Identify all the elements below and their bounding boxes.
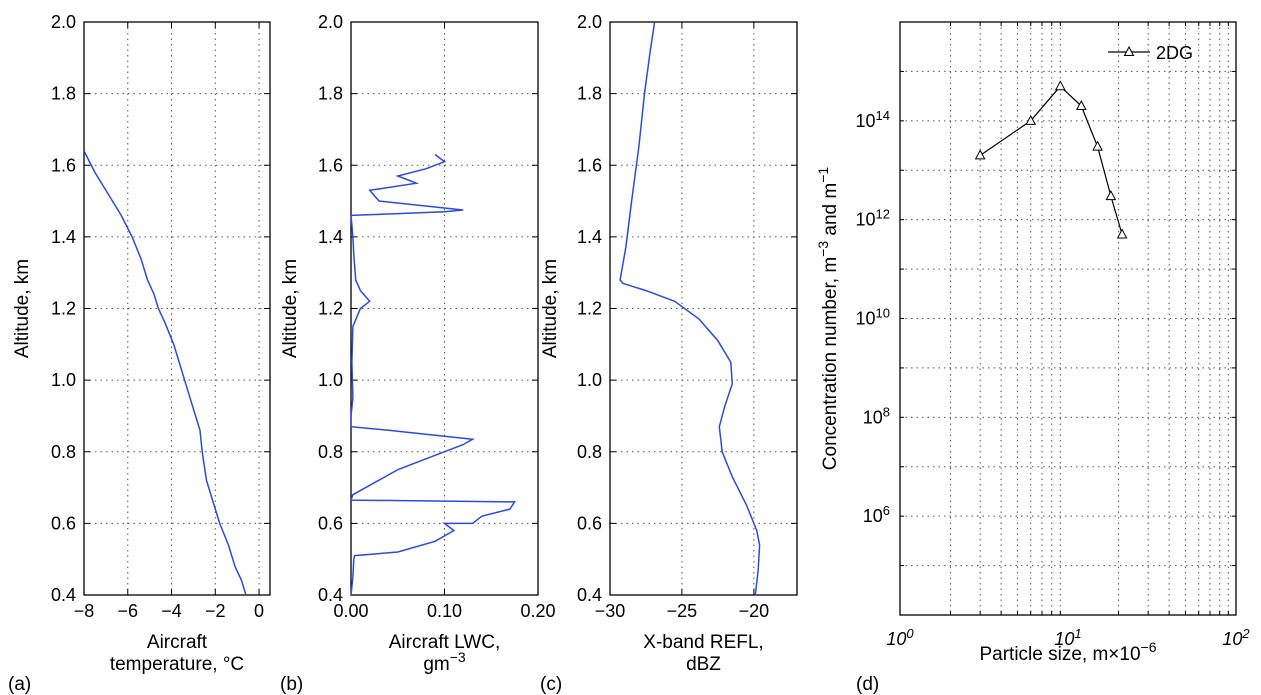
y-tick-label: 1.0 <box>577 370 602 390</box>
y-tick-label: 2.0 <box>577 12 602 32</box>
x-tick-label: 102 <box>1222 626 1250 650</box>
x-tick-label: 0 <box>254 601 264 621</box>
legend-label: 2DG <box>1156 43 1193 63</box>
x-axis-label: Aircraft LWC, <box>389 632 501 653</box>
y-tick-label: 1.8 <box>318 84 343 104</box>
y-tick-label: 1.0 <box>51 370 76 390</box>
y-tick-label: 1.2 <box>318 299 343 319</box>
y-axis-label: Altitude, km <box>540 259 561 358</box>
data-point-marker <box>1116 228 1128 239</box>
x-tick-label: −6 <box>117 601 138 621</box>
y-tick-label: 0.6 <box>577 513 602 533</box>
panel-label: (b) <box>280 674 303 695</box>
y-axis-label: Altitude, km <box>12 259 33 358</box>
panel-c: −30 −25 −20 0.4 0.6 0.8 1.0 1.2 1.4 1.6 1.8 2.0 X-ba… <box>540 12 798 695</box>
x-axis-label: gm−3 <box>423 649 466 675</box>
y-tick-label: 1.0 <box>318 370 343 390</box>
y-tick-label: 0.8 <box>577 442 602 462</box>
data-point-marker <box>1092 140 1103 151</box>
y-tick-label: 0.6 <box>318 513 343 533</box>
y-tick-label: 1.4 <box>577 227 602 247</box>
y-tick-label: 2.0 <box>318 12 343 32</box>
x-tick-label: 0.10 <box>427 601 462 621</box>
x-axis-label: Aircraft <box>147 632 208 653</box>
y-tick-label: 0.4 <box>51 585 76 605</box>
y-tick-label: 1.6 <box>577 155 602 175</box>
y-tick-label: 106 <box>863 503 890 527</box>
series-line <box>619 21 761 596</box>
y-tick-label: 0.4 <box>577 585 602 605</box>
panel-d: 100 101 102 106 108 1010 1012 1014 2DG Particle s… <box>815 21 1250 695</box>
y-axis-label: Altitude, km <box>280 259 301 358</box>
series-line <box>349 153 516 596</box>
y-tick-label: 108 <box>863 404 890 428</box>
series-line <box>83 150 247 596</box>
data-point-marker <box>974 149 986 160</box>
y-tick-label: 0.4 <box>318 585 343 605</box>
y-tick-label: 0.6 <box>51 513 76 533</box>
x-axis-label: temperature, °C <box>110 654 244 675</box>
x-tick-label: 0.00 <box>333 601 368 621</box>
x-axis-label: dBZ <box>686 654 721 675</box>
legend-marker <box>1123 45 1135 56</box>
y-tick-label: 1.2 <box>51 299 76 319</box>
x-axis-label: X-band REFL, <box>643 632 763 653</box>
x-tick-label: −30 <box>595 601 626 621</box>
panel-label: (c) <box>540 674 562 695</box>
x-tick-label: −2 <box>205 601 226 621</box>
y-axis-label: Concentration number, m−3 and m−1 <box>815 167 841 471</box>
x-tick-label: 101 <box>1054 626 1081 650</box>
x-tick-label: −20 <box>739 601 770 621</box>
data-point-marker <box>1025 114 1037 125</box>
y-tick-label: 1.6 <box>318 155 343 175</box>
panel-a: −8 −6 −4 −2 0 0.4 0.6 0.8 1.0 1.2 1.4 1.6 1.8 2.0 Airc… <box>8 12 271 695</box>
y-tick-label: 1.4 <box>318 227 343 247</box>
y-tick-label: 1.8 <box>577 84 602 104</box>
y-tick-label: 1.4 <box>51 227 76 247</box>
panel-label: (a) <box>8 674 31 695</box>
y-tick-label: 1.6 <box>51 155 76 175</box>
y-tick-label: 2.0 <box>51 12 76 32</box>
data-point-marker <box>1075 99 1087 110</box>
y-tick-label: 0.8 <box>51 442 76 462</box>
x-tick-label: −4 <box>161 601 182 621</box>
y-tick-label: 1012 <box>856 206 891 230</box>
y-tick-label: 1010 <box>856 305 891 329</box>
plot-frame <box>899 21 1237 616</box>
panel-label: (d) <box>856 674 879 695</box>
x-tick-label: −8 <box>74 601 95 621</box>
y-tick-label: 1.2 <box>577 299 602 319</box>
x-tick-label: −25 <box>667 601 698 621</box>
x-tick-label: 0.20 <box>520 601 555 621</box>
y-tick-label: 1014 <box>856 107 891 131</box>
data-point-marker <box>1105 190 1117 201</box>
data-point-marker <box>1054 80 1066 91</box>
panel-b: 0.00 0.10 0.20 0.4 0.6 0.8 1.0 1.2 1.4 1.6 1.8 2.0 A… <box>280 12 556 695</box>
x-tick-label: 100 <box>886 626 914 650</box>
y-tick-label: 1.8 <box>51 84 76 104</box>
x-axis-label: Particle size, m×10−6 <box>979 639 1156 665</box>
y-tick-label: 0.8 <box>318 442 343 462</box>
